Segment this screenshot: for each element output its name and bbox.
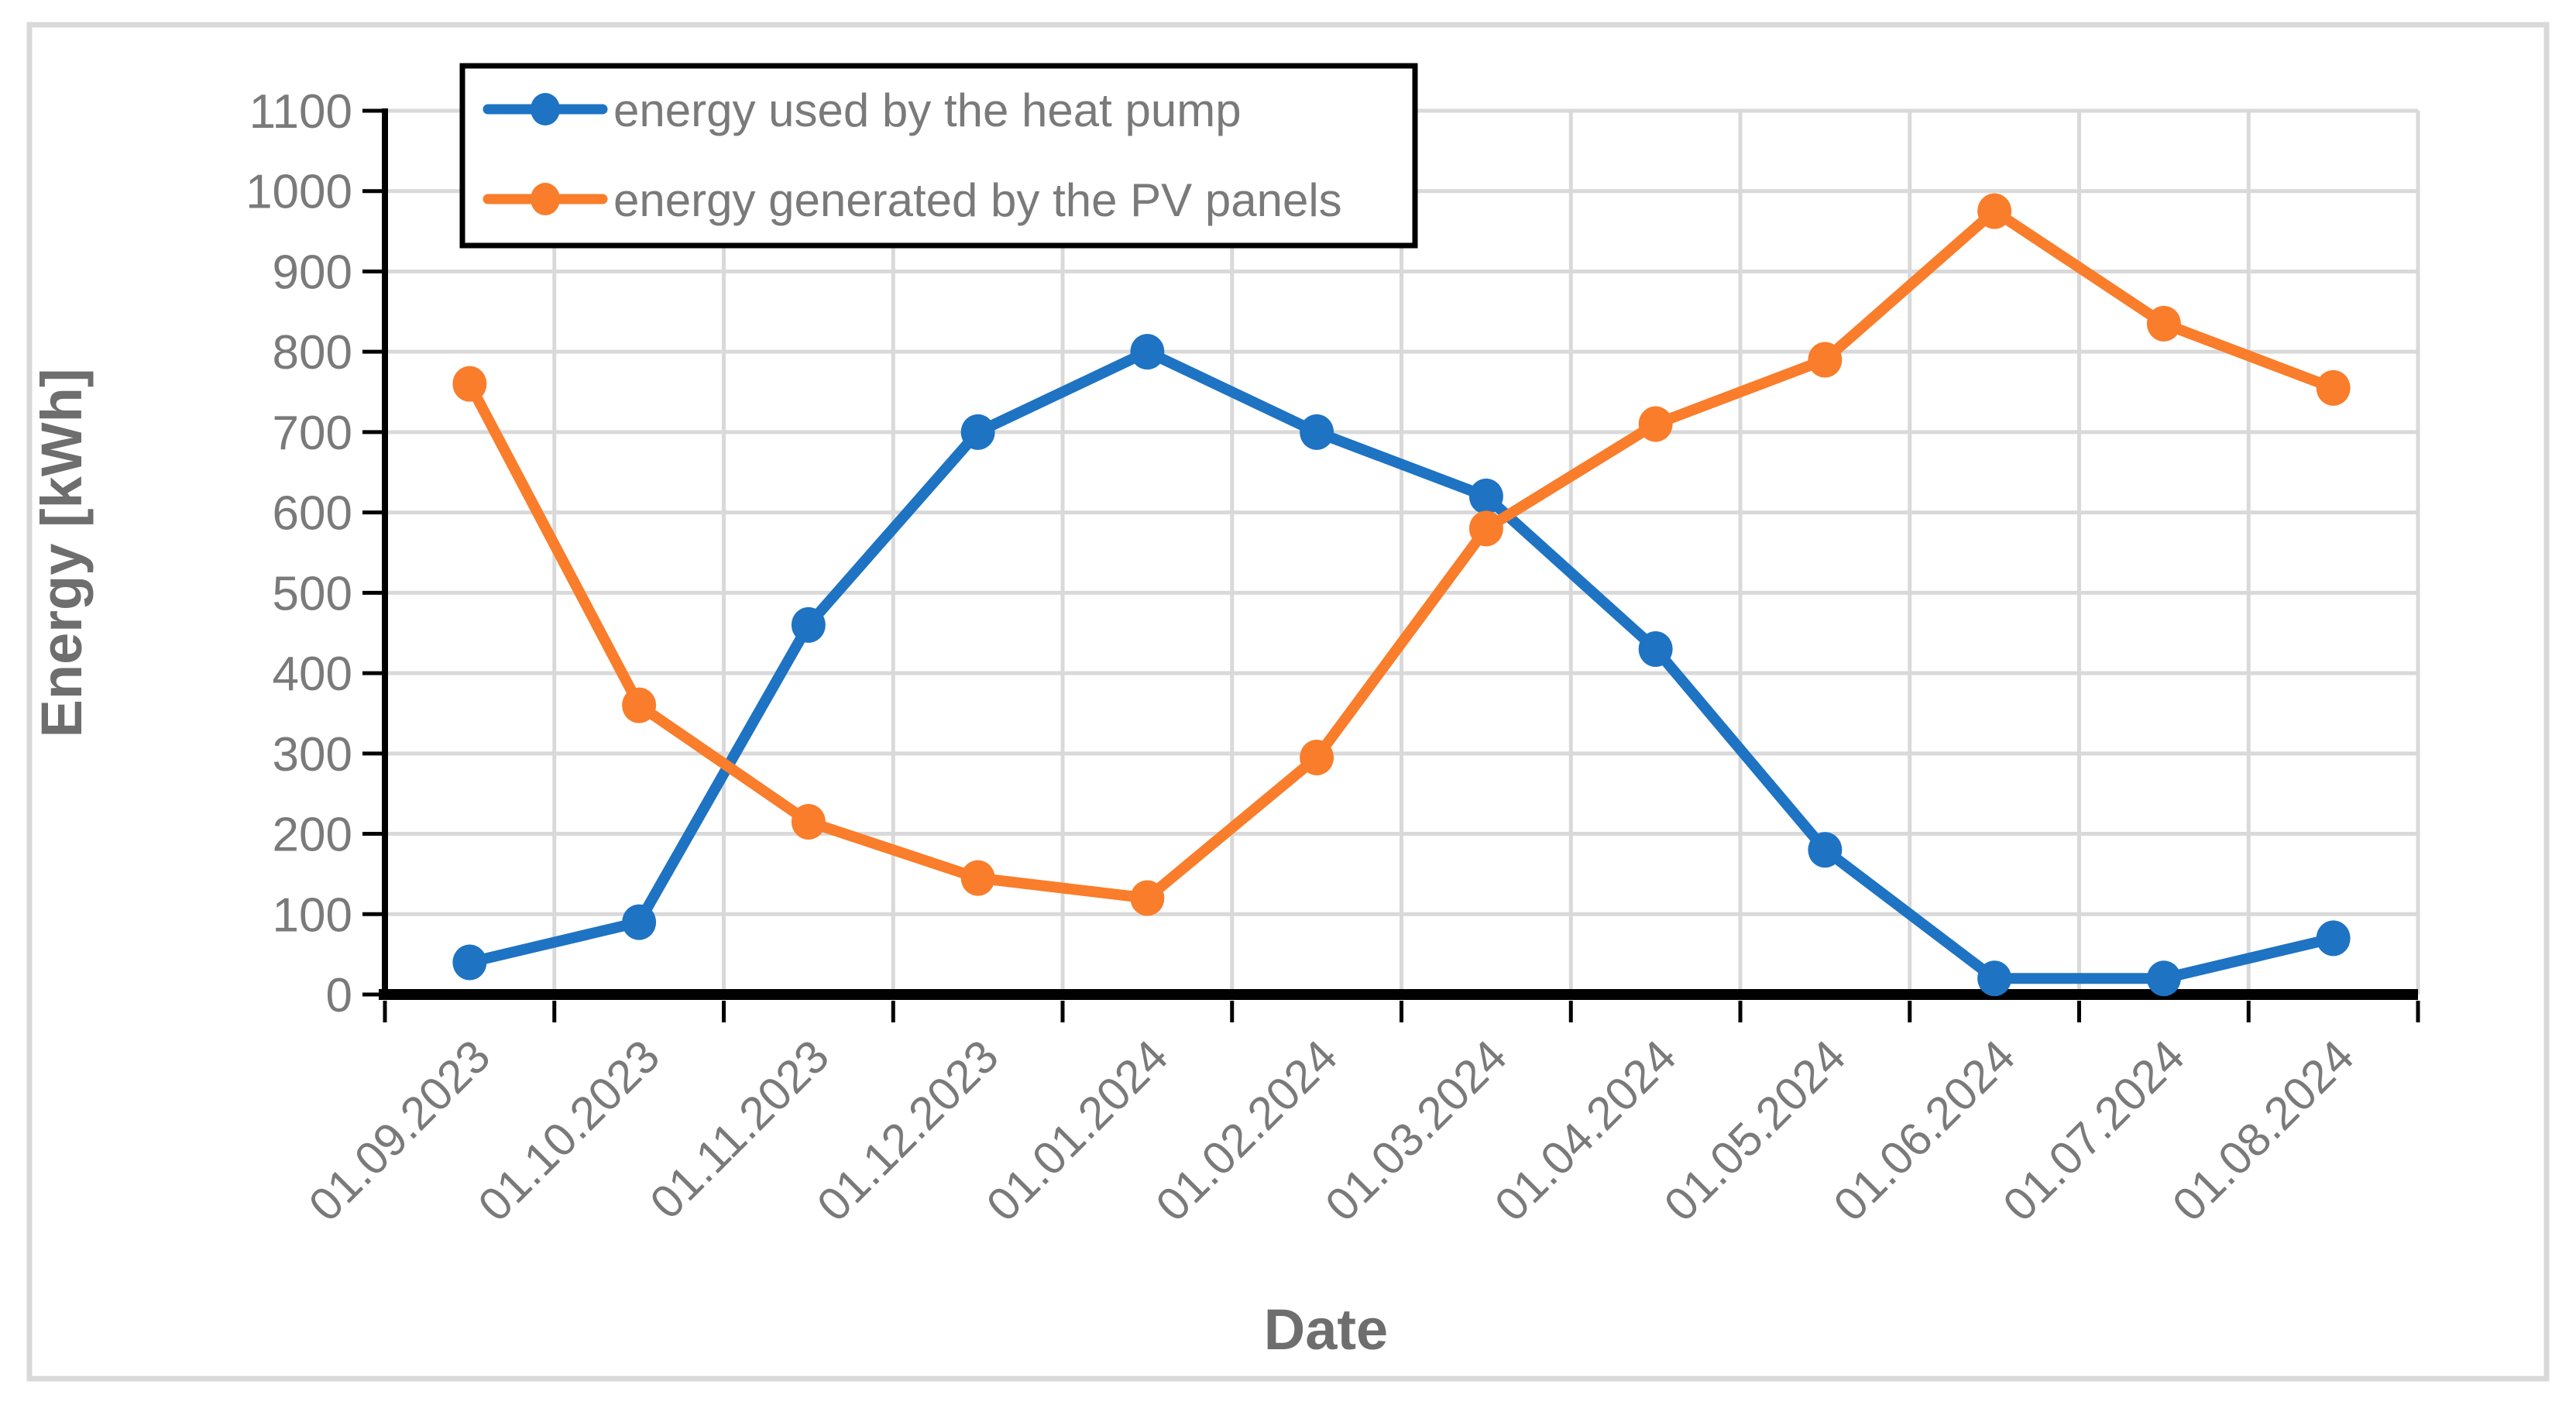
data-point-marker — [1468, 478, 1503, 514]
legend-box — [459, 63, 1418, 249]
legend-marker-icon — [531, 183, 560, 215]
data-point-marker — [1977, 960, 2012, 997]
data-point-marker — [1300, 414, 1334, 450]
data-point-marker — [1808, 342, 1843, 378]
data-point-marker — [622, 687, 657, 723]
data-point-marker — [2146, 960, 2181, 997]
x-tick-label: 01.06.2024 — [1824, 1030, 2025, 1232]
series-heat-pump — [452, 334, 2351, 997]
y-axis-labels: 0 100 200 300 400 500 600 700 800 900 1000 1100 — [246, 85, 352, 1022]
x-tick-label: 01.01.2024 — [977, 1030, 1178, 1232]
y-axis-title: Energy [kWh] — [29, 369, 94, 738]
series-line — [464, 205, 2339, 904]
data-point-marker — [1638, 406, 1673, 442]
x-tick-label: 01.12.2023 — [807, 1030, 1008, 1232]
data-point-marker — [1638, 630, 1673, 667]
legend-marker-icon — [531, 93, 560, 125]
data-point-marker — [452, 944, 487, 981]
x-tick-label: 01.04.2024 — [1485, 1030, 1686, 1232]
data-point-marker — [1468, 510, 1503, 547]
data-point-marker — [2146, 305, 2181, 342]
chart-outer-border — [26, 22, 2550, 1382]
y-tick-label: 300 — [273, 728, 352, 782]
legend-label: energy generated by the PV panels — [613, 174, 1342, 226]
data-point-marker — [2316, 920, 2351, 957]
x-tick-label: 01.11.2023 — [640, 1030, 839, 1229]
legend: energy used by the heat pump energy gener… — [459, 63, 1418, 249]
data-point-marker — [1977, 193, 2012, 229]
y-tick-label: 1100 — [249, 85, 352, 139]
y-tick-label: 500 — [273, 567, 352, 620]
y-tick-label: 400 — [273, 648, 352, 701]
y-tick-label: 200 — [273, 809, 352, 862]
x-tick-label: 01.07.2024 — [1993, 1030, 2194, 1232]
y-tick-label: 100 — [273, 888, 352, 942]
series-line — [464, 346, 2339, 984]
data-point-marker — [960, 860, 995, 896]
y-tick-label: 900 — [273, 246, 352, 299]
y-tick-label: 700 — [273, 407, 352, 460]
data-point-marker — [1300, 740, 1334, 776]
x-tick-label: 01.08.2024 — [2162, 1030, 2364, 1232]
x-tick-label: 01.10.2023 — [469, 1030, 670, 1232]
x-tick-label: 01.05.2024 — [1654, 1030, 1856, 1232]
data-point-marker — [452, 366, 487, 402]
legend-label: energy used by the heat pump — [613, 84, 1242, 136]
data-point-marker — [791, 606, 826, 643]
y-tick-label: 600 — [273, 487, 352, 541]
legend-item: energy used by the heat pump — [483, 84, 1242, 136]
y-tick-label: 0 — [326, 969, 352, 1022]
x-tick-label: 01.09.2023 — [299, 1030, 500, 1232]
x-tick-label: 01.03.2024 — [1315, 1030, 1516, 1232]
y-tick-label: 1000 — [246, 166, 352, 219]
x-axis-labels: 01.09.202301.10.202301.11.202301.12.2023… — [299, 1030, 2364, 1232]
axes — [362, 108, 2420, 1022]
data-point-marker — [791, 803, 826, 840]
y-tick-label: 800 — [273, 326, 352, 380]
data-point-marker — [622, 904, 657, 940]
data-point-marker — [1808, 832, 1843, 868]
x-axis-title: Date — [1264, 1297, 1388, 1362]
data-point-marker — [960, 414, 995, 450]
x-tick-label: 01.02.2024 — [1146, 1030, 1348, 1232]
legend-item: energy generated by the PV panels — [483, 174, 1342, 226]
data-point-marker — [1130, 334, 1165, 370]
data-point-marker — [2316, 369, 2351, 406]
series-pv-panels — [452, 193, 2351, 916]
data-point-marker — [1130, 880, 1165, 916]
